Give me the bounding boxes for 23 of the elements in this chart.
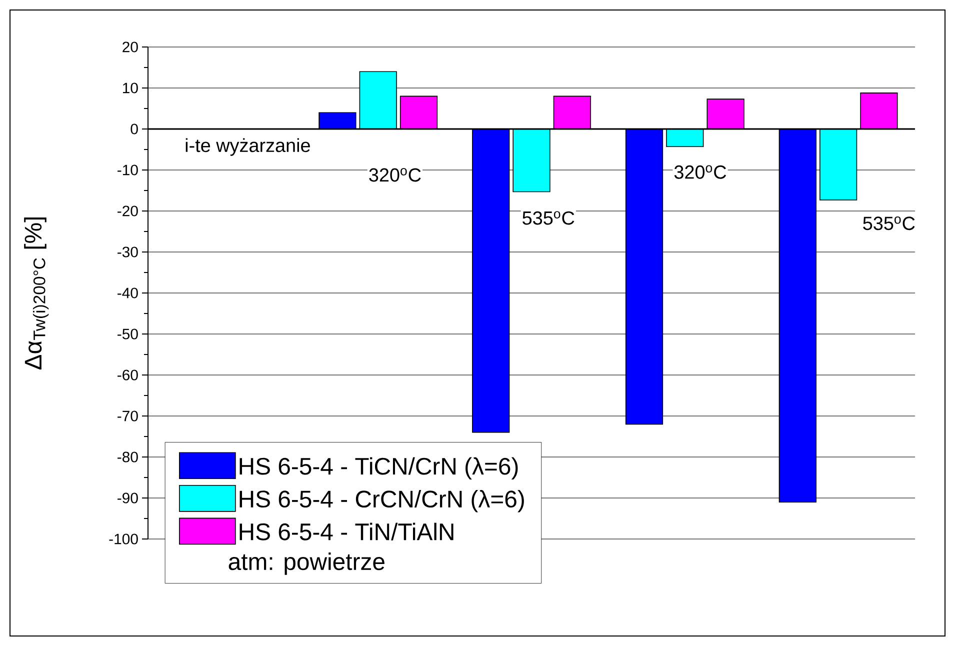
y-tick-label: 10 [123, 82, 138, 94]
y-tick-label: -60 [118, 370, 138, 380]
y-tick-label: -90 [118, 492, 138, 504]
y-tick-label: -20 [118, 206, 138, 216]
y-tick-label: 0 [130, 124, 138, 134]
y-tick-label: -100 [109, 534, 138, 544]
x-tick-label: 535$^{o}$C [522, 211, 574, 225]
y-axis-title: Δα$_{Tw(i)200°C}$ [%] [24, 217, 49, 370]
legend-label: HS 6-5-4 - TiN/TiAlN [240, 522, 454, 540]
y-tick-label: 20 [122, 42, 138, 52]
y-tick-label: -80 [118, 452, 138, 462]
y-tick-label: -70 [118, 410, 138, 422]
x-tick-label: i-te wyżarzanie [186, 138, 310, 156]
legend-label: HS 6-5-4 - CrCN/CrN (λ=6) [240, 490, 524, 512]
y-tick-label: -30 [118, 246, 138, 258]
text: atm: powietrze [228, 552, 384, 575]
x-tick-label: 320$^{o}$C [369, 168, 421, 182]
y-tick-label: -10 [118, 164, 138, 176]
legend-label: HS 6-5-4 - TiCN/CrN (λ=6) [240, 457, 518, 480]
x-tick-label: 535$^{o}$C [863, 216, 915, 230]
x-tick-label: 320$^{o}$C [674, 165, 726, 179]
y-tick-label: -50 [118, 328, 138, 340]
y-tick-label: -40 [118, 288, 138, 298]
